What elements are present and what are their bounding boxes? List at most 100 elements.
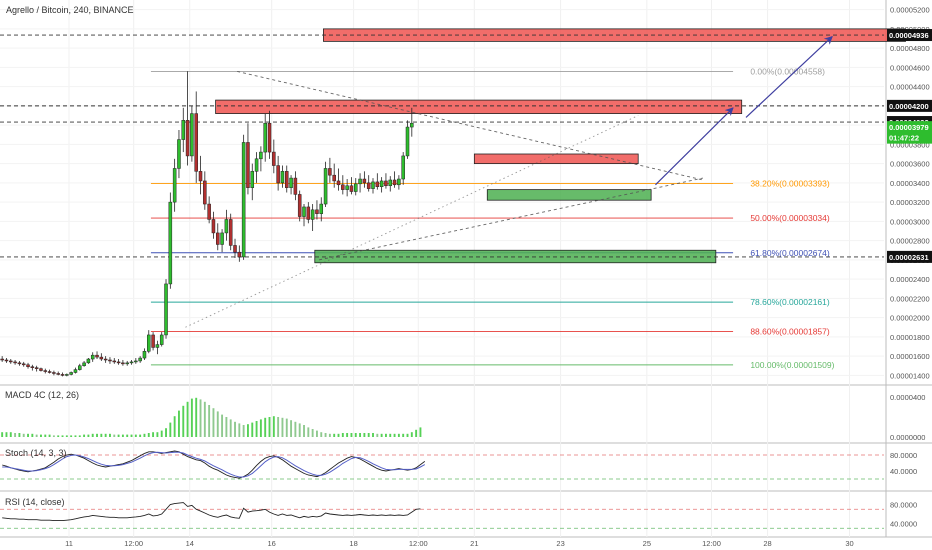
candle[interactable] bbox=[194, 91, 198, 183]
candle[interactable] bbox=[401, 152, 405, 185]
projection-arrow[interactable] bbox=[745, 36, 833, 118]
candle[interactable] bbox=[43, 368, 48, 374]
candle[interactable] bbox=[0, 356, 4, 362]
candle[interactable] bbox=[129, 359, 134, 365]
candle[interactable] bbox=[302, 204, 306, 227]
price-pane[interactable]: 0.00%(0.00004558) 38.20%(0.00003393) 50.00… bbox=[0, 28, 906, 377]
candle[interactable] bbox=[371, 178, 375, 194]
candle[interactable] bbox=[203, 171, 207, 210]
candle[interactable] bbox=[151, 332, 155, 351]
candle[interactable] bbox=[272, 139, 276, 174]
candle[interactable] bbox=[103, 356, 108, 363]
candle[interactable] bbox=[405, 120, 410, 159]
candle[interactable] bbox=[177, 129, 181, 179]
candle[interactable] bbox=[233, 238, 237, 258]
candle[interactable] bbox=[241, 134, 246, 260]
candle[interactable] bbox=[142, 348, 147, 360]
candle[interactable] bbox=[397, 175, 401, 190]
candle[interactable] bbox=[34, 365, 39, 372]
candle[interactable] bbox=[297, 190, 302, 222]
candle[interactable] bbox=[328, 157, 332, 183]
candle[interactable] bbox=[220, 229, 224, 253]
candle[interactable] bbox=[108, 357, 112, 364]
candle[interactable] bbox=[47, 369, 52, 374]
candle[interactable] bbox=[17, 360, 22, 366]
candle[interactable] bbox=[69, 371, 73, 376]
candle[interactable] bbox=[56, 371, 60, 376]
projection-arrow[interactable] bbox=[655, 107, 734, 186]
candle[interactable] bbox=[276, 155, 280, 191]
candle[interactable] bbox=[267, 110, 272, 159]
candle[interactable] bbox=[263, 113, 267, 162]
resistance-zone[interactable] bbox=[215, 99, 743, 114]
candle[interactable] bbox=[121, 359, 125, 366]
candle[interactable] bbox=[358, 173, 362, 193]
candle[interactable] bbox=[90, 352, 95, 362]
candle[interactable] bbox=[306, 202, 311, 224]
candle[interactable] bbox=[155, 340, 160, 355]
candle[interactable] bbox=[280, 165, 285, 188]
candle[interactable] bbox=[9, 359, 13, 364]
candle[interactable] bbox=[65, 373, 69, 377]
candle[interactable] bbox=[159, 332, 164, 347]
candle[interactable] bbox=[410, 107, 414, 137]
candle[interactable] bbox=[125, 360, 129, 366]
candle[interactable] bbox=[315, 200, 319, 220]
candle[interactable] bbox=[26, 362, 30, 369]
candle[interactable] bbox=[21, 361, 26, 367]
candle[interactable] bbox=[172, 158, 177, 212]
candle[interactable] bbox=[185, 71, 190, 166]
stoch-pane[interactable] bbox=[0, 450, 884, 480]
candle[interactable] bbox=[4, 358, 9, 363]
candle[interactable] bbox=[168, 192, 173, 289]
candle[interactable] bbox=[116, 359, 121, 365]
candle[interactable] bbox=[341, 175, 345, 195]
candle[interactable] bbox=[181, 107, 186, 153]
resistance-zone[interactable] bbox=[473, 153, 639, 165]
support-zone[interactable] bbox=[486, 189, 652, 201]
candle[interactable] bbox=[138, 356, 142, 363]
candle[interactable] bbox=[134, 358, 138, 364]
candle[interactable] bbox=[73, 367, 78, 374]
candle[interactable] bbox=[366, 175, 371, 192]
candle[interactable] bbox=[95, 351, 99, 360]
candle[interactable] bbox=[375, 173, 380, 190]
candle[interactable] bbox=[147, 330, 151, 354]
candle[interactable] bbox=[224, 209, 229, 241]
candle[interactable] bbox=[379, 177, 384, 193]
candle[interactable] bbox=[190, 105, 194, 162]
rsi-pane[interactable] bbox=[0, 502, 884, 529]
candle[interactable] bbox=[228, 213, 233, 251]
candle[interactable] bbox=[82, 360, 86, 367]
candle[interactable] bbox=[345, 179, 349, 197]
candle[interactable] bbox=[293, 171, 298, 201]
candle[interactable] bbox=[86, 358, 91, 364]
candle[interactable] bbox=[362, 171, 367, 188]
candle[interactable] bbox=[78, 363, 82, 371]
candle[interactable] bbox=[319, 197, 324, 222]
candle[interactable] bbox=[310, 204, 315, 231]
candle[interactable] bbox=[207, 196, 211, 224]
candle[interactable] bbox=[246, 123, 250, 195]
candle[interactable] bbox=[323, 161, 328, 207]
candle[interactable] bbox=[52, 370, 56, 376]
candle[interactable] bbox=[285, 165, 289, 193]
candle[interactable] bbox=[198, 155, 203, 195]
candle[interactable] bbox=[250, 163, 255, 201]
candle[interactable] bbox=[30, 364, 35, 371]
candle[interactable] bbox=[259, 146, 263, 172]
candle[interactable] bbox=[216, 223, 220, 251]
candle[interactable] bbox=[211, 211, 216, 239]
candle[interactable] bbox=[388, 176, 393, 192]
candle[interactable] bbox=[237, 245, 242, 262]
candle[interactable] bbox=[353, 178, 358, 196]
candle[interactable] bbox=[112, 358, 117, 364]
candle[interactable] bbox=[254, 152, 259, 183]
candle[interactable] bbox=[332, 163, 336, 188]
resistance-zone[interactable] bbox=[323, 28, 906, 42]
candle[interactable] bbox=[60, 372, 65, 377]
macd-pane[interactable] bbox=[1, 397, 422, 437]
candle[interactable] bbox=[392, 171, 397, 188]
candle[interactable] bbox=[13, 359, 17, 365]
